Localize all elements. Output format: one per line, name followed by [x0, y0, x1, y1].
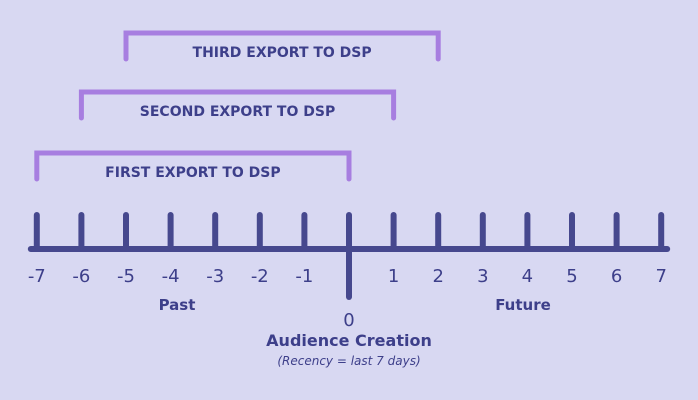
export-brackets: FIRST EXPORT TO DSP SECOND EXPORT TO DSP T…: [34, 30, 441, 182]
tick-label: 6: [611, 266, 622, 287]
export-bracket: [123, 30, 441, 62]
past-label: Past: [159, 296, 196, 314]
tick-label: -5: [117, 266, 135, 287]
tick-label: 7: [655, 266, 666, 287]
tick-label: -4: [162, 266, 180, 287]
export-bracket: [78, 89, 397, 121]
tick-label: -3: [206, 266, 224, 287]
tick-label: -7: [28, 266, 46, 287]
tick-label: -2: [251, 266, 269, 287]
tick-label: 4: [522, 266, 533, 287]
tick-label: 3: [477, 266, 488, 287]
timeline-axis: -7 -6 -5 -4 -3 -2 -1 1 2 3 4 5 6 7: [27, 212, 671, 300]
zero-label: 0: [343, 310, 354, 331]
tick-label: -6: [72, 266, 90, 287]
export-label: THIRD EXPORT TO DSP: [193, 45, 372, 61]
tick-label: 1: [388, 266, 399, 287]
export-bracket: [34, 150, 352, 182]
tick-label: 2: [432, 266, 443, 287]
tick-label: 5: [566, 266, 577, 287]
recency-note: (Recency = last 7 days): [277, 354, 420, 368]
timeline-labels: Past Future 0 Audience Creation (Recency…: [159, 296, 551, 368]
future-label: Future: [495, 296, 551, 314]
audience-creation-label: Audience Creation: [266, 331, 432, 350]
export-label: SECOND EXPORT TO DSP: [140, 104, 335, 120]
tick-label: -1: [295, 266, 313, 287]
export-label: FIRST EXPORT TO DSP: [105, 165, 280, 181]
